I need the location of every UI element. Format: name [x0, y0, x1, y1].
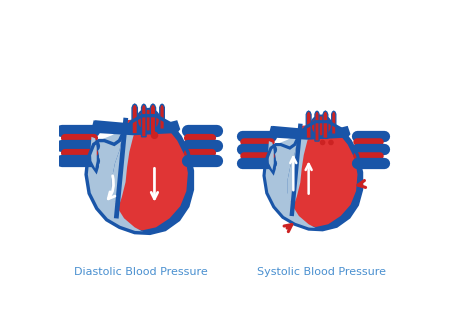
- Polygon shape: [306, 111, 311, 138]
- Polygon shape: [94, 120, 180, 135]
- Polygon shape: [323, 111, 328, 138]
- Polygon shape: [268, 141, 274, 170]
- Text: Systolic Blood Pressure: Systolic Blood Pressure: [257, 267, 386, 277]
- Polygon shape: [271, 126, 350, 140]
- Polygon shape: [110, 119, 188, 230]
- Polygon shape: [264, 136, 318, 229]
- Circle shape: [328, 140, 334, 145]
- Circle shape: [320, 140, 325, 145]
- Polygon shape: [86, 131, 145, 233]
- Polygon shape: [315, 111, 319, 141]
- Polygon shape: [150, 104, 155, 134]
- Polygon shape: [132, 104, 137, 134]
- Polygon shape: [332, 111, 336, 134]
- Polygon shape: [89, 120, 99, 174]
- Polygon shape: [160, 104, 164, 129]
- Circle shape: [311, 115, 332, 136]
- Polygon shape: [142, 104, 146, 137]
- Text: Diastolic Blood Pressure: Diastolic Blood Pressure: [74, 267, 208, 277]
- Polygon shape: [267, 126, 276, 176]
- Polygon shape: [86, 116, 192, 234]
- Polygon shape: [286, 125, 357, 227]
- Polygon shape: [288, 125, 316, 207]
- Polygon shape: [264, 122, 362, 230]
- Circle shape: [137, 109, 160, 131]
- Polygon shape: [112, 119, 142, 209]
- Polygon shape: [91, 137, 97, 168]
- Circle shape: [151, 131, 158, 139]
